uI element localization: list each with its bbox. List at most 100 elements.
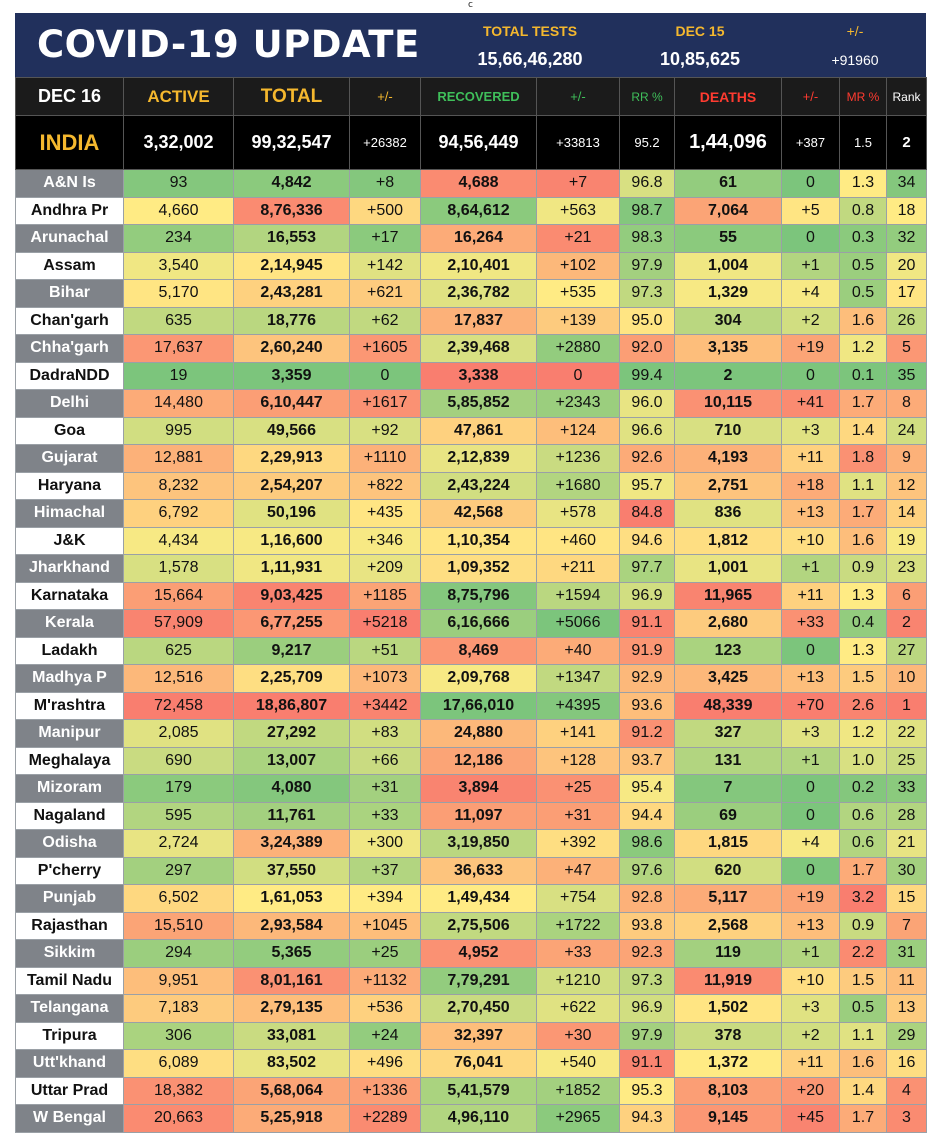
active: 7,183 [123, 994, 234, 1023]
total: 13,007 [233, 746, 350, 775]
india-row: INDIA 3,32,002 99,32,547 +26382 94,56,44… [15, 115, 927, 170]
mr: 1.3 [839, 636, 887, 665]
mr: 0.8 [839, 196, 887, 225]
total: 2,43,281 [233, 279, 350, 308]
rr: 98.7 [619, 196, 675, 225]
rank: 30 [886, 856, 927, 885]
state-name: Tripura [15, 1021, 124, 1050]
total: 6,10,447 [233, 389, 350, 418]
active: 93 [123, 169, 234, 198]
recovered: 11,097 [420, 801, 537, 830]
rr: 92.6 [619, 444, 675, 473]
active: 14,480 [123, 389, 234, 418]
deaths: 304 [674, 306, 782, 335]
state-name: Arunachal [15, 224, 124, 253]
active: 72,458 [123, 691, 234, 720]
mr: 1.6 [839, 526, 887, 555]
mr: 1.8 [839, 444, 887, 473]
rank: 7 [886, 911, 927, 940]
state-name: Ladakh [15, 636, 124, 665]
table-row: DadraNDD 19 3,359 0 3,338 0 99.4 2 0 0.1 35 [15, 361, 927, 390]
deaths: 5,117 [674, 884, 782, 913]
recovered-change: +33 [536, 939, 620, 968]
mr: 0.6 [839, 801, 887, 830]
total-change: +621 [349, 279, 421, 308]
active: 179 [123, 774, 234, 803]
mr: 0.5 [839, 994, 887, 1023]
rank: 5 [886, 334, 927, 363]
deaths: 55 [674, 224, 782, 253]
table-row: Andhra Pr 4,660 8,76,336 +500 8,64,612 +563 98… [15, 196, 927, 225]
active: 8,232 [123, 471, 234, 500]
active: 4,434 [123, 526, 234, 555]
header-deaths: DEATHS [674, 77, 782, 116]
rank: 26 [886, 306, 927, 335]
active: 635 [123, 306, 234, 335]
mr: 3.2 [839, 884, 887, 913]
deaths-change: +20 [781, 1076, 840, 1105]
dec15-label: DEC 15 [675, 23, 725, 39]
recovered-change: +754 [536, 884, 620, 913]
table-row: Arunachal 234 16,553 +17 16,264 +21 98.3 55 0 0.3… [15, 224, 927, 253]
recovered-change: +2880 [536, 334, 620, 363]
deaths-change: 0 [781, 801, 840, 830]
total: 1,61,053 [233, 884, 350, 913]
rr: 97.6 [619, 856, 675, 885]
deaths: 123 [674, 636, 782, 665]
total-change: +2289 [349, 1104, 421, 1133]
total-change: +83 [349, 719, 421, 748]
active: 6,089 [123, 1049, 234, 1078]
total: 3,24,389 [233, 829, 350, 858]
rank: 35 [886, 361, 927, 390]
mr: 0.9 [839, 911, 887, 940]
recovered: 2,36,782 [420, 279, 537, 308]
change-value: +91960 [831, 52, 879, 68]
table-row: Ladakh 625 9,217 +51 8,469 +40 91.9 123 0 1.3 27 [15, 636, 927, 665]
rr: 95.7 [619, 471, 675, 500]
total-change: +1617 [349, 389, 421, 418]
table-row: A&N Is 93 4,842 +8 4,688 +7 96.8 61 0 1.3 34 [15, 169, 927, 198]
table-row: Meghalaya 690 13,007 +66 12,186 +128 93.7 131 +1… [15, 746, 927, 775]
mr: 1.5 [839, 966, 887, 995]
deaths: 1,812 [674, 526, 782, 555]
state-name: Madhya P [15, 664, 124, 693]
total: 2,29,913 [233, 444, 350, 473]
rank: 24 [886, 416, 927, 445]
state-name: Haryana [15, 471, 124, 500]
total: 83,502 [233, 1049, 350, 1078]
state-name: Tamil Nadu [15, 966, 124, 995]
top-mark: c [468, 0, 473, 10]
table-row: Manipur 2,085 27,292 +83 24,880 +141 91.2 327 +3… [15, 719, 927, 748]
mr: 0.5 [839, 251, 887, 280]
table-row: Mizoram 179 4,080 +31 3,894 +25 95.4 7 0 0.2 33 [15, 774, 927, 803]
deaths-change: +11 [781, 581, 840, 610]
total: 5,25,918 [233, 1104, 350, 1133]
recovered-change: +30 [536, 1021, 620, 1050]
total: 2,93,584 [233, 911, 350, 940]
table-row: Nagaland 595 11,761 +33 11,097 +31 94.4 69 0 0.6 2… [15, 801, 927, 830]
active: 595 [123, 801, 234, 830]
deaths: 7 [674, 774, 782, 803]
deaths: 710 [674, 416, 782, 445]
active: 625 [123, 636, 234, 665]
total-change: +300 [349, 829, 421, 858]
recovered-change: +141 [536, 719, 620, 748]
active: 18,382 [123, 1076, 234, 1105]
active: 12,516 [123, 664, 234, 693]
deaths-change: +3 [781, 719, 840, 748]
active: 297 [123, 856, 234, 885]
page-title: COVID-19 UPDATE [37, 23, 420, 66]
recovered-change: +21 [536, 224, 620, 253]
deaths: 2,680 [674, 609, 782, 638]
deaths: 2,568 [674, 911, 782, 940]
rank: 11 [886, 966, 927, 995]
india-mr: 1.5 [839, 115, 887, 170]
recovered-change: +535 [536, 279, 620, 308]
mr: 1.1 [839, 1021, 887, 1050]
deaths-change: +5 [781, 196, 840, 225]
rank: 23 [886, 554, 927, 583]
header-rank: Rank [886, 77, 927, 116]
recovered: 2,39,468 [420, 334, 537, 363]
deaths: 2,751 [674, 471, 782, 500]
state-name: Sikkim [15, 939, 124, 968]
